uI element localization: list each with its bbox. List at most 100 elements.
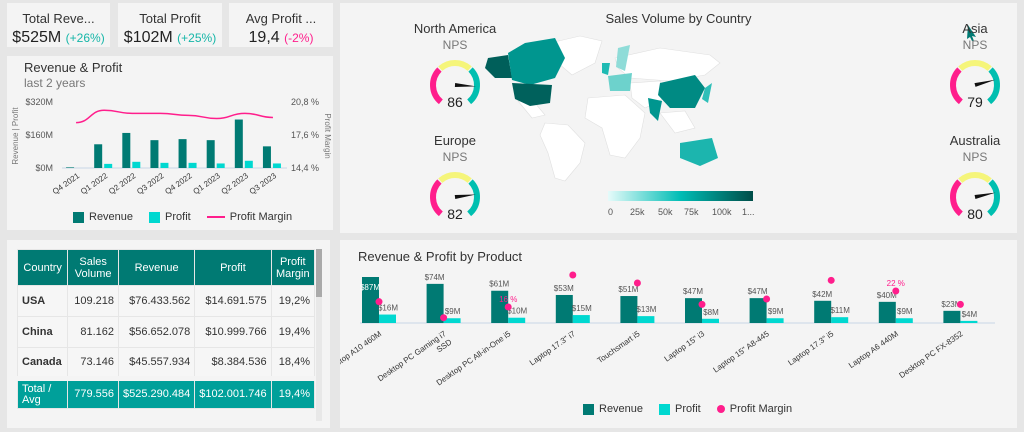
kpi-title: Avg Profit ... bbox=[245, 11, 317, 26]
revenue-bar bbox=[178, 139, 187, 168]
gauge-value: 86 bbox=[447, 94, 463, 110]
table-cell: 18,4% bbox=[270, 347, 316, 379]
gauge-arc-mid bbox=[438, 172, 472, 184]
legend-profit-margin[interactable]: Profit Margin bbox=[716, 403, 792, 415]
kpi-change: (-2%) bbox=[284, 31, 314, 45]
profit-margin-dot bbox=[763, 295, 771, 303]
scale-label: 100k bbox=[712, 207, 732, 217]
table-cell: $10.999.766 bbox=[194, 316, 272, 348]
profit-margin-dot bbox=[440, 314, 448, 322]
x-tick-label: Q1 2022 bbox=[79, 171, 110, 196]
x-tick-label: Q2 2022 bbox=[107, 171, 138, 196]
world-map[interactable]: 0 25k 50k 75k 100k 1... bbox=[340, 3, 1017, 233]
gauge-label: NPS bbox=[962, 38, 988, 52]
revenue-label: $53M bbox=[554, 284, 574, 293]
gauge-arc-mid bbox=[958, 60, 992, 72]
x-tick-label: Touchsmart i5 bbox=[596, 329, 642, 365]
profit-margin-dot bbox=[892, 287, 900, 295]
y-tick-label: $320M bbox=[25, 97, 53, 107]
col-profit[interactable]: Profit bbox=[194, 249, 272, 286]
profit-bar bbox=[379, 314, 396, 323]
southeast-asia bbox=[659, 110, 696, 134]
table-row[interactable]: Canada 73.146 $45.557.934 $8.384.536 18,4% bbox=[16, 347, 316, 379]
scrollbar-thumb[interactable] bbox=[316, 249, 322, 297]
y2-tick-label: 20,8 % bbox=[291, 97, 319, 107]
x-tick-label: Q3 2022 bbox=[135, 171, 166, 196]
legend-revenue[interactable]: Revenue bbox=[73, 211, 133, 223]
profit-margin-dot bbox=[827, 276, 835, 284]
chart-subtitle: last 2 years bbox=[24, 76, 86, 90]
total-cell: $102.001.746 bbox=[194, 376, 272, 409]
revenue-label: $74M bbox=[425, 273, 445, 282]
total-cell: 779.556 bbox=[67, 376, 119, 409]
table-cell: 109.218 bbox=[67, 285, 119, 317]
table-cell: $14.691.575 bbox=[194, 285, 272, 317]
profit-margin-dot bbox=[504, 303, 512, 311]
revenue-label: $23M bbox=[941, 300, 961, 309]
kpi-total-revenue[interactable]: Total Reve... $525M (+26%) bbox=[7, 3, 110, 47]
revenue-bar bbox=[362, 277, 379, 323]
map-scale-labels: 0 25k 50k 75k 100k 1... bbox=[608, 207, 755, 217]
revenue-bar bbox=[122, 132, 131, 168]
gauge-region: Asia bbox=[962, 21, 988, 36]
gauge-arc-mid bbox=[438, 60, 472, 72]
table-cell: $8.384.536 bbox=[194, 347, 272, 379]
revenue-label: $87M bbox=[360, 283, 380, 292]
x-tick-label: Laptop 15" i3 bbox=[663, 329, 707, 364]
profit-label: $16M bbox=[378, 304, 398, 313]
revenue-bar bbox=[234, 119, 243, 168]
australia bbox=[680, 138, 718, 166]
gauge-title: Asia NPS bbox=[915, 21, 1024, 52]
profit-label: $15M bbox=[572, 304, 592, 313]
profit-bar bbox=[637, 316, 655, 323]
kpi-avg-profit-margin[interactable]: Avg Profit ... 19,4 (-2%) bbox=[229, 3, 333, 47]
gauge-needle bbox=[974, 79, 996, 87]
profit-margin-dot bbox=[633, 279, 641, 287]
table-row[interactable]: USA 109.218 $76.433.562 $14.691.575 19,2% bbox=[16, 285, 316, 317]
gauge-region: Australia bbox=[949, 133, 1001, 148]
x-tick-label: Laptop A6 440M bbox=[847, 329, 900, 370]
profit-margin-label: 22 % bbox=[887, 279, 905, 288]
revenue-bar bbox=[555, 294, 573, 323]
col-country[interactable]: Country bbox=[16, 249, 69, 286]
gauge-arc-high bbox=[467, 67, 480, 105]
y-tick-label: $0M bbox=[35, 163, 53, 173]
profit-bar bbox=[895, 318, 913, 323]
kpi-total-profit[interactable]: Total Profit $102M (+25%) bbox=[118, 3, 222, 47]
gauge-arc-high bbox=[987, 67, 1000, 105]
x-tick-label: Desktop PC FX-8352 bbox=[897, 329, 965, 380]
gauge-region: North America bbox=[413, 21, 497, 36]
x-tick-label: Q2 2023 bbox=[220, 171, 251, 196]
profit-label: $13M bbox=[636, 305, 656, 314]
gauge-arc-low bbox=[430, 67, 443, 105]
legend-profit[interactable]: Profit bbox=[149, 211, 191, 223]
col-sales-volume[interactable]: Sales Volume bbox=[67, 249, 119, 286]
scale-label: 75k bbox=[684, 207, 699, 217]
revenue-bar bbox=[878, 301, 896, 323]
col-revenue[interactable]: Revenue bbox=[117, 249, 196, 286]
profit-margin-dot bbox=[956, 300, 964, 308]
revenue-bar bbox=[491, 290, 509, 323]
profit-margin-label: 16 % bbox=[499, 295, 517, 304]
canada bbox=[508, 38, 565, 85]
legend-profit[interactable]: Profit bbox=[659, 403, 701, 415]
col-profit-margin[interactable]: Profit Margin bbox=[270, 249, 316, 286]
gauge-value: 82 bbox=[447, 206, 463, 222]
table-cell: 19,2% bbox=[270, 285, 316, 317]
gauge-region: Europe bbox=[434, 133, 476, 148]
table-cell: 73.146 bbox=[67, 347, 119, 379]
revenue-label: $61M bbox=[489, 280, 509, 289]
scale-label: 1... bbox=[742, 207, 755, 217]
revenue-bar bbox=[943, 310, 961, 323]
legend-revenue[interactable]: Revenue bbox=[583, 403, 643, 415]
profit-bar bbox=[216, 163, 225, 168]
table-scrollbar[interactable] bbox=[316, 249, 322, 421]
legend-profit-margin[interactable]: Profit Margin bbox=[206, 211, 292, 223]
x-tick-label: Laptop A10 460M bbox=[340, 329, 383, 373]
kpi-value: $102M bbox=[123, 29, 173, 46]
japan bbox=[702, 83, 712, 103]
revenue-label: $47M bbox=[748, 287, 768, 296]
profit-label: $9M bbox=[768, 307, 784, 316]
table-cell: $45.557.934 bbox=[117, 347, 196, 379]
table-row[interactable]: China 81.162 $56.652.078 $10.999.766 19,4% bbox=[16, 316, 316, 348]
